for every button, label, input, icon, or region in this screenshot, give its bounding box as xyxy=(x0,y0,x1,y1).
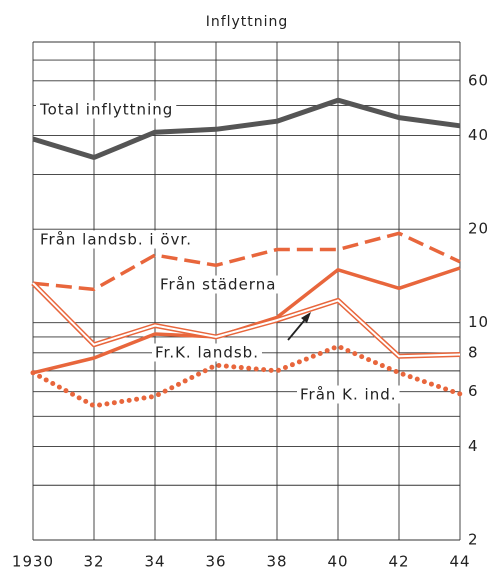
x-tick-label: 32 xyxy=(83,553,104,571)
series-line xyxy=(30,343,463,409)
chart-title: Inflyttning xyxy=(206,14,289,30)
label-backing xyxy=(297,385,400,404)
label-backing xyxy=(152,343,262,362)
x-tick-label: 38 xyxy=(266,553,287,571)
series-label: Från landsb. i övr. xyxy=(40,231,192,249)
x-tick-label: 1930 xyxy=(12,553,54,571)
y-tick-label: 20 xyxy=(468,220,489,238)
x-tick-label: 44 xyxy=(449,553,470,571)
y-tick-label: 40 xyxy=(468,126,489,144)
y-tick-label: 8 xyxy=(468,343,479,361)
series-label: Total inflyttning xyxy=(39,101,173,119)
y-tick-label: 2 xyxy=(468,531,479,549)
label-backing xyxy=(37,230,195,249)
x-tick-label: 40 xyxy=(327,553,348,571)
series-label: Från K. ind. xyxy=(300,386,397,404)
series-line xyxy=(32,97,461,160)
label-backing xyxy=(157,275,280,294)
x-tick-label: 42 xyxy=(388,553,409,571)
y-tick-label: 4 xyxy=(468,437,479,455)
arrowhead xyxy=(301,312,311,323)
series-line-inner xyxy=(32,282,461,358)
x-tick-label: 34 xyxy=(144,553,165,571)
y-tick-label: 60 xyxy=(468,71,489,89)
label-backing xyxy=(36,100,177,119)
series-label: Fr.K. landsb. xyxy=(155,344,259,362)
y-tick-label: 10 xyxy=(468,313,489,331)
y-tick-label: 6 xyxy=(468,382,479,400)
series-line xyxy=(32,231,461,292)
x-tick-label: 36 xyxy=(205,553,226,571)
series-label: Från städerna xyxy=(160,276,276,294)
